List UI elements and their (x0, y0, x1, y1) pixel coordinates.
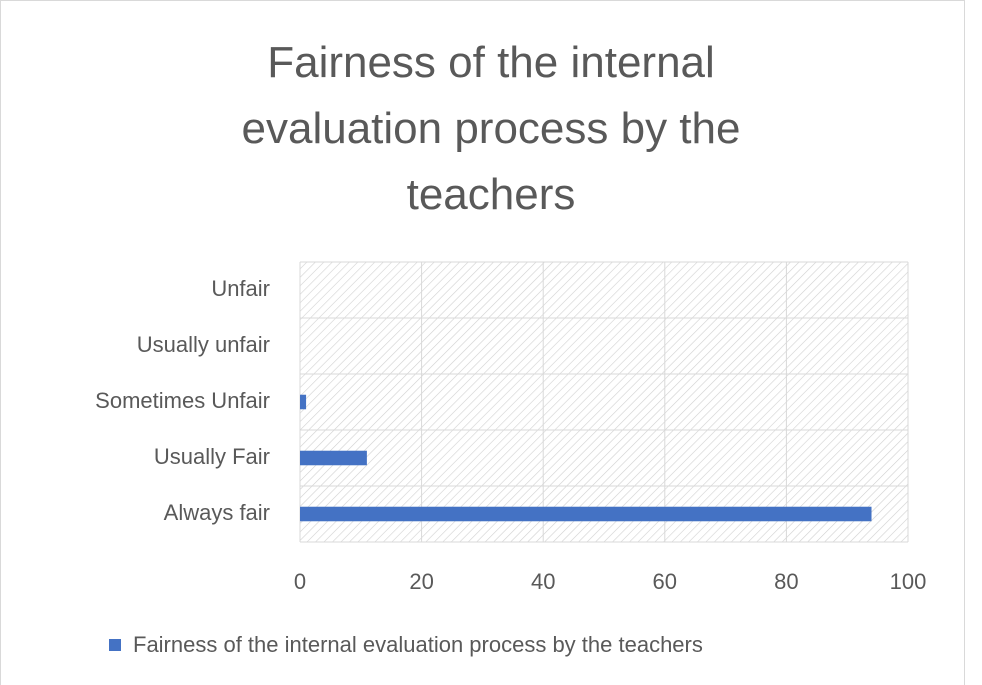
x-tick-label: 40 (531, 569, 555, 594)
chart-title: Fairness of the internal evaluation proc… (241, 38, 741, 219)
y-tick-label: Sometimes Unfair (95, 388, 270, 413)
y-tick-label: Usually unfair (137, 332, 270, 357)
legend-swatch (109, 639, 121, 651)
bar (300, 506, 872, 522)
y-tick-label: Unfair (211, 276, 270, 301)
x-tick-label: 20 (409, 569, 433, 594)
y-tick-label: Always fair (164, 500, 270, 525)
x-tick-label: 0 (294, 569, 306, 594)
legend-label: Fairness of the internal evaluation proc… (133, 632, 703, 657)
x-tick-label: 80 (774, 569, 798, 594)
y-tick-label: Usually Fair (154, 444, 270, 469)
x-tick-label: 100 (890, 569, 927, 594)
bar (300, 450, 367, 466)
plot-area (300, 262, 908, 542)
bar (300, 394, 307, 410)
x-tick-label: 60 (653, 569, 677, 594)
